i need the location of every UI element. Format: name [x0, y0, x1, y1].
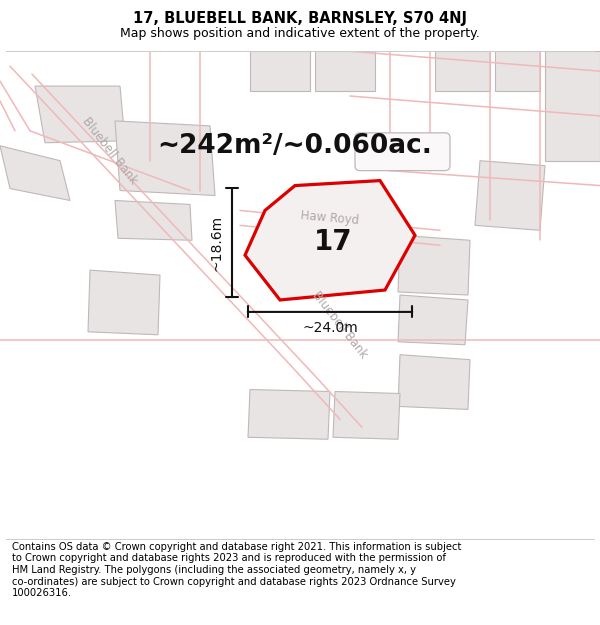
Polygon shape [545, 51, 600, 161]
Polygon shape [88, 270, 160, 335]
Polygon shape [115, 121, 215, 196]
Text: 17: 17 [314, 228, 353, 256]
Polygon shape [315, 51, 375, 91]
Polygon shape [398, 235, 470, 295]
Polygon shape [250, 51, 310, 91]
Polygon shape [245, 181, 415, 300]
Polygon shape [435, 51, 490, 91]
Polygon shape [35, 86, 125, 142]
Polygon shape [398, 295, 468, 345]
Polygon shape [495, 51, 540, 91]
Polygon shape [248, 389, 330, 439]
Polygon shape [115, 201, 192, 240]
FancyBboxPatch shape [355, 133, 450, 171]
Text: ~18.6m: ~18.6m [210, 215, 224, 271]
Polygon shape [475, 161, 545, 231]
Text: Bluebell Bank: Bluebell Bank [80, 115, 140, 187]
Polygon shape [0, 146, 70, 201]
Text: ~242m²/~0.060ac.: ~242m²/~0.060ac. [158, 132, 433, 159]
Text: Bluebell Bank: Bluebell Bank [310, 289, 370, 361]
Text: 17, BLUEBELL BANK, BARNSLEY, S70 4NJ: 17, BLUEBELL BANK, BARNSLEY, S70 4NJ [133, 11, 467, 26]
Polygon shape [398, 355, 470, 409]
Text: Contains OS data © Crown copyright and database right 2021. This information is : Contains OS data © Crown copyright and d… [12, 542, 461, 598]
Text: Haw Royd: Haw Royd [300, 209, 360, 227]
Polygon shape [333, 391, 400, 439]
Text: Map shows position and indicative extent of the property.: Map shows position and indicative extent… [120, 27, 480, 40]
Text: ~24.0m: ~24.0m [302, 321, 358, 335]
